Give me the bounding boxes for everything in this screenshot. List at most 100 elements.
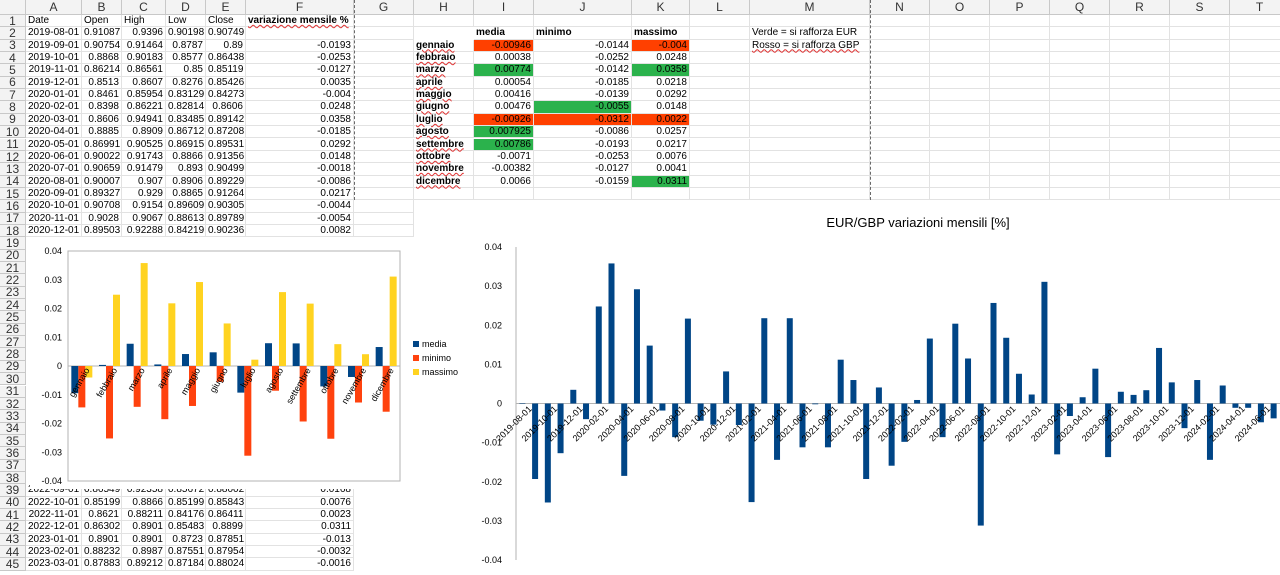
cell[interactable]: 0.8398	[82, 101, 122, 114]
summary-media[interactable]: 0.00786	[474, 138, 534, 151]
cell[interactable]: -0.004	[246, 89, 354, 102]
cell[interactable]	[1050, 163, 1110, 176]
column-header[interactable]: F	[246, 0, 354, 15]
cell[interactable]	[690, 150, 750, 164]
month-label[interactable]: luglio	[414, 113, 474, 127]
cell[interactable]: Date	[26, 15, 82, 28]
cell[interactable]	[870, 39, 930, 53]
cell[interactable]	[690, 163, 750, 176]
summary-massimo[interactable]: 0.0041	[632, 163, 690, 176]
cell[interactable]: 0.82814	[166, 101, 206, 114]
cell[interactable]	[870, 113, 930, 127]
cell[interactable]	[690, 175, 750, 188]
cell[interactable]: massimo	[632, 27, 690, 40]
cell[interactable]	[474, 187, 534, 201]
cell[interactable]	[750, 163, 870, 176]
cell[interactable]	[930, 126, 990, 139]
cell[interactable]: 2019-10-01	[26, 52, 82, 65]
cell[interactable]	[690, 89, 750, 102]
cell[interactable]: 0.87883	[82, 558, 122, 571]
cell[interactable]	[354, 39, 414, 53]
cell[interactable]: 0.85843	[206, 496, 246, 509]
cell[interactable]	[750, 15, 870, 28]
cell[interactable]: 0.90022	[82, 150, 122, 164]
cell[interactable]	[930, 39, 990, 53]
cell[interactable]	[690, 126, 750, 139]
cell[interactable]: 0.89327	[82, 187, 122, 201]
cell[interactable]	[750, 101, 870, 114]
cell[interactable]	[1230, 188, 1280, 201]
row-header[interactable]: 18	[0, 224, 26, 238]
cell[interactable]: 2020-11-01	[26, 212, 82, 225]
cell[interactable]	[1050, 52, 1110, 65]
row-header[interactable]: 6	[0, 75, 26, 89]
cell[interactable]	[1170, 27, 1230, 40]
summary-minimo[interactable]: -0.0252	[534, 52, 632, 65]
cell[interactable]	[354, 76, 414, 90]
row-header[interactable]: 34	[0, 421, 26, 435]
cell[interactable]: 0.0023	[246, 509, 354, 522]
cell[interactable]	[1230, 64, 1280, 77]
cell[interactable]	[870, 163, 930, 176]
cell[interactable]	[990, 187, 1050, 201]
cell[interactable]: 0.83485	[166, 113, 206, 127]
row-header[interactable]: 28	[0, 347, 26, 361]
cell[interactable]: 0.8607	[122, 76, 166, 90]
cell[interactable]: 0.89503	[82, 224, 122, 238]
summary-massimo[interactable]: 0.0218	[632, 76, 690, 90]
cell[interactable]: 0.85119	[206, 64, 246, 77]
row-header[interactable]: 19	[0, 236, 26, 250]
cell[interactable]	[1050, 27, 1110, 40]
summary-media[interactable]: 0.007925	[474, 126, 534, 139]
note-green[interactable]: Verde = si rafforza EUR	[750, 27, 870, 40]
summary-minimo[interactable]: -0.0193	[534, 138, 632, 151]
cell[interactable]	[246, 27, 354, 40]
cell[interactable]: 0.90749	[206, 27, 246, 40]
cell[interactable]: 0.92358	[122, 484, 166, 497]
cell[interactable]	[1110, 27, 1170, 40]
cell[interactable]: 0.8987	[122, 546, 166, 559]
cell[interactable]: 0.90183	[122, 52, 166, 65]
cell[interactable]: 0.84273	[206, 89, 246, 102]
month-label[interactable]: giugno	[414, 101, 474, 114]
cell[interactable]: 2019-09-01	[26, 39, 82, 53]
cell[interactable]	[690, 138, 750, 151]
summary-media[interactable]: -0.0071	[474, 150, 534, 164]
cell[interactable]: 2019-12-01	[26, 76, 82, 90]
cell[interactable]	[354, 113, 414, 127]
cell[interactable]	[1050, 64, 1110, 77]
column-header[interactable]: B	[82, 0, 122, 15]
cell[interactable]: 0.89229	[206, 175, 246, 188]
cell[interactable]: -0.0054	[246, 212, 354, 225]
column-header[interactable]: P	[990, 0, 1050, 15]
month-label[interactable]: ottobre	[414, 150, 474, 164]
summary-massimo[interactable]: 0.0257	[632, 126, 690, 139]
cell[interactable]: 0.8276	[166, 76, 206, 90]
cell[interactable]: 0.90236	[206, 224, 246, 238]
cell[interactable]: 0.0358	[246, 113, 354, 127]
cell[interactable]: 0.86549	[82, 484, 122, 497]
cell[interactable]	[750, 113, 870, 127]
cell[interactable]	[690, 76, 750, 90]
cell[interactable]: 0.86411	[206, 509, 246, 522]
summary-massimo[interactable]: 0.0076	[632, 150, 690, 164]
cell[interactable]	[1170, 39, 1230, 53]
cell[interactable]: Low	[166, 15, 206, 28]
cell[interactable]: 0.86915	[166, 138, 206, 151]
cell[interactable]	[1050, 126, 1110, 139]
cell[interactable]	[990, 52, 1050, 65]
cell[interactable]: 0.91087	[82, 27, 122, 40]
cell[interactable]: 0.0035	[246, 76, 354, 90]
summary-minimo[interactable]: -0.0159	[534, 175, 632, 188]
cell[interactable]: 0.88211	[122, 509, 166, 522]
row-header[interactable]: 20	[0, 248, 26, 262]
cell[interactable]: minimo	[534, 27, 632, 40]
cell[interactable]: 0.8865	[166, 187, 206, 201]
cell[interactable]: 0.0076	[246, 496, 354, 509]
cell[interactable]: 0.8723	[166, 533, 206, 547]
cell[interactable]: 2022-12-01	[26, 521, 82, 534]
cell[interactable]	[1050, 101, 1110, 114]
cell[interactable]: 0.91464	[122, 39, 166, 53]
summary-minimo[interactable]: -0.0312	[534, 113, 632, 127]
cell[interactable]	[690, 113, 750, 127]
